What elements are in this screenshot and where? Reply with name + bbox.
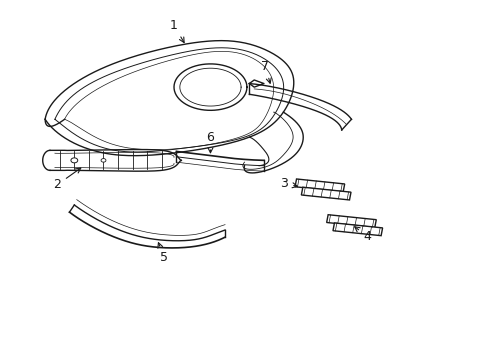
- Text: 4: 4: [354, 227, 371, 243]
- Text: 3: 3: [280, 177, 297, 190]
- Circle shape: [101, 158, 106, 162]
- Polygon shape: [332, 223, 382, 236]
- Text: 1: 1: [170, 19, 184, 42]
- Text: 2: 2: [53, 168, 81, 191]
- Polygon shape: [301, 187, 350, 200]
- Polygon shape: [326, 215, 376, 228]
- Circle shape: [71, 158, 78, 163]
- Polygon shape: [294, 179, 344, 192]
- Text: 7: 7: [261, 60, 271, 83]
- Text: 5: 5: [158, 243, 168, 265]
- Text: 6: 6: [206, 131, 214, 153]
